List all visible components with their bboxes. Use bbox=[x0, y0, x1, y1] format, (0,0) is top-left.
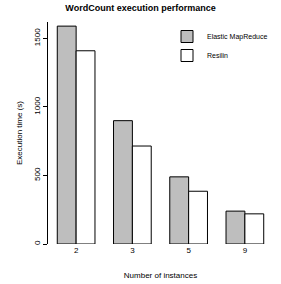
svg-text:2: 2 bbox=[74, 246, 79, 255]
svg-text:3: 3 bbox=[130, 246, 135, 255]
svg-text:1000: 1000 bbox=[33, 96, 42, 114]
svg-text:Number of instances: Number of instances bbox=[124, 271, 197, 280]
svg-text:1500: 1500 bbox=[33, 28, 42, 46]
svg-text:9: 9 bbox=[243, 246, 248, 255]
svg-text:5: 5 bbox=[186, 246, 191, 255]
svg-text:Execution time (s): Execution time (s) bbox=[15, 101, 24, 165]
svg-text:Resilin: Resilin bbox=[207, 52, 228, 59]
svg-text:Elastic MapReduce: Elastic MapReduce bbox=[207, 33, 267, 41]
svg-text:0: 0 bbox=[33, 240, 42, 245]
svg-text:WordCount execution performanc: WordCount execution performance bbox=[65, 3, 215, 13]
svg-text:500: 500 bbox=[33, 167, 42, 181]
